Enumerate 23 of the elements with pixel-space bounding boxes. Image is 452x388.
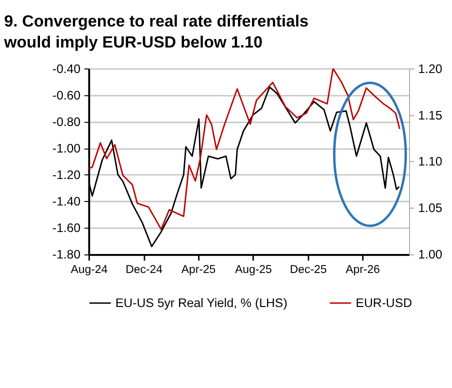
y2-tick-label: 1.05 [418,201,442,216]
y-tick-label: -1.40 [52,194,81,209]
y-tick-label: -1.00 [52,141,81,156]
line-series [88,68,400,230]
y-tick-label: -1.60 [52,221,81,236]
y-tick-label: -0.80 [52,114,81,129]
x-tick-label: Apr-25 [181,264,216,276]
x-tick-label: Apr-26 [346,264,380,276]
x-tick-label: Dec-24 [126,264,164,276]
legend-label: EU-US 5yr Real Yield, % (LHS) [115,296,288,310]
x-tick-label: Dec-25 [290,264,327,276]
y-tick-label: -1.20 [52,168,81,182]
y-tick-label: -0.60 [52,88,81,102]
y-tick-label: -1.80 [52,248,81,262]
y2-tick-label: 1.00 [418,248,442,262]
chart-title: 9. Convergence to real rate differentials would imply EUR-USD below 1.10 [3,12,309,52]
y2-tick-label: 1.20 [418,62,442,76]
y2-tick-label: 1.15 [418,108,442,122]
legend-label: EUR-USD [356,296,412,310]
y2-tick-label: 1.10 [418,154,442,169]
x-tick-label: Aug-25 [234,264,272,276]
x-tick-label: Aug-24 [70,264,108,276]
y-tick-label: -0.40 [52,62,81,76]
